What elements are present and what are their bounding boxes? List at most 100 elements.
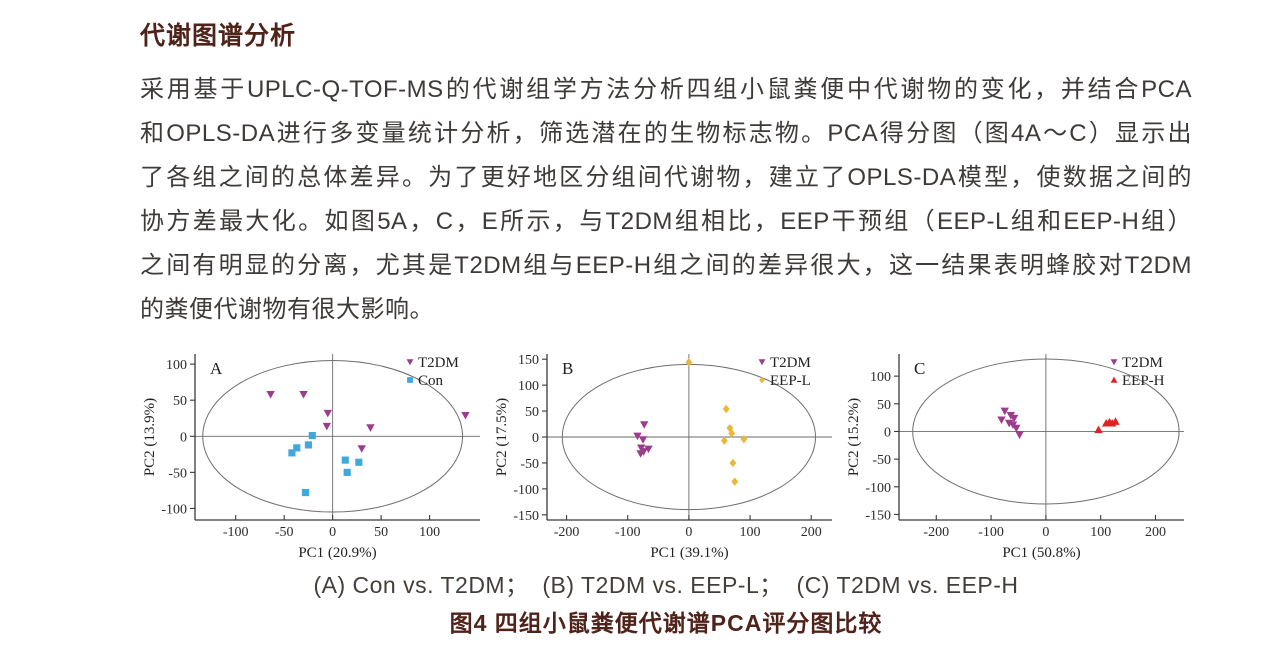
x-axis-label: PC1 (39.1%) xyxy=(650,545,728,561)
y-tick-label: 0 xyxy=(180,430,187,445)
data-point-t2dm xyxy=(636,450,645,458)
panel-letter: A xyxy=(210,359,223,378)
y-axis-label: PC2 (13.9%) xyxy=(142,398,158,476)
x-tick-label: 0 xyxy=(329,525,336,540)
y-tick-label: 100 xyxy=(518,379,539,394)
data-point-eep-l xyxy=(726,423,734,433)
legend-marker-t2dm xyxy=(1110,359,1118,366)
legend-marker-t2dm xyxy=(758,359,766,366)
legend-label: Con xyxy=(418,373,444,389)
y-tick-label: 100 xyxy=(166,358,187,373)
x-tick-label: 0 xyxy=(685,525,692,540)
data-point-t2dm xyxy=(640,421,649,429)
y-tick-label: -150 xyxy=(865,508,891,523)
legend-label: EEP-L xyxy=(770,373,811,389)
pca-scatter-plot-b: -200 -100 0 100 200 -150 -100 -50 0 50 100 150 PC1 (… xyxy=(494,353,832,561)
x-axis-label: PC1 (50.8%) xyxy=(1002,545,1080,561)
legend-marker-eep-h xyxy=(1110,376,1118,383)
x-tick-label: -100 xyxy=(978,525,1004,540)
data-point-t2dm xyxy=(1015,431,1024,439)
data-point-con xyxy=(341,456,349,464)
panel-letter: B xyxy=(562,359,573,378)
x-tick-label: -200 xyxy=(923,525,949,540)
data-point-t2dm xyxy=(322,422,332,431)
y-axis-label: PC2 (15.2%) xyxy=(846,398,862,476)
body-paragraph: 采用基于UPLC-Q-TOF-MS的代谢组学方法分析四组小鼠粪便中代谢物的变化，… xyxy=(140,68,1192,332)
data-point-eep-l xyxy=(740,434,748,444)
y-tick-label: 100 xyxy=(870,370,891,385)
hotelling-ellipse xyxy=(202,359,464,513)
article-content: 代谢图谱分析 采用基于UPLC-Q-TOF-MS的代谢组学方法分析四组小鼠粪便中… xyxy=(140,16,1192,638)
data-point-t2dm xyxy=(1000,407,1009,416)
legend-label: EEP-H xyxy=(1122,373,1165,389)
data-point-t2dm xyxy=(997,416,1006,425)
data-point-t2dm xyxy=(644,445,653,454)
data-point-eep-l xyxy=(728,429,736,438)
data-point-eep-l xyxy=(720,436,728,445)
y-tick-label: -150 xyxy=(513,509,539,524)
y-tick-label: 0 xyxy=(532,431,539,446)
pca-panel-b: -200 -100 0 100 200 -150 -100 -50 0 50 100 150 PC1 (… xyxy=(492,348,840,564)
legend-label: T2DM xyxy=(770,355,811,371)
data-point-eep-h xyxy=(1111,417,1120,425)
x-tick-label: 50 xyxy=(374,525,388,540)
y-tick-label: -50 xyxy=(168,466,187,481)
y-tick-label: -100 xyxy=(865,481,891,496)
x-tick-label: -200 xyxy=(554,525,580,540)
data-point-con xyxy=(308,431,316,440)
data-point-t2dm xyxy=(366,424,375,432)
pca-panel-a: -100 -50 0 50 100 -100 -50 0 50 100 PC1 (20.9%) PC2… xyxy=(140,348,488,564)
y-tick-label: 150 xyxy=(518,353,539,368)
panel-letter: C xyxy=(914,359,925,378)
paragraph-line: 了各组之间的总体差异。为了更好地区分组间代谢物，建立了OPLS-DA模型，使数据… xyxy=(140,164,1192,191)
legend-marker-eep-l xyxy=(759,376,765,384)
data-point-t2dm xyxy=(633,432,642,441)
x-tick-label: 200 xyxy=(1145,525,1166,540)
data-point-con xyxy=(288,449,296,457)
y-tick-label: -50 xyxy=(520,457,539,472)
x-tick-label: 200 xyxy=(801,525,822,540)
y-tick-label: 50 xyxy=(173,394,187,409)
data-point-eep-l xyxy=(731,477,739,486)
data-point-t2dm xyxy=(1009,414,1019,423)
legend-label: T2DM xyxy=(418,355,459,371)
paragraph-line: 采用基于UPLC-Q-TOF-MS的代谢组学方法分析四组小鼠粪便中代谢物的变化，… xyxy=(140,76,1192,103)
y-tick-label: 50 xyxy=(525,405,539,420)
data-point-eep-l xyxy=(685,358,693,367)
data-point-t2dm xyxy=(299,391,308,399)
x-tick-label: 0 xyxy=(1042,525,1049,540)
data-point-con xyxy=(343,468,351,476)
legend-marker-t2dm xyxy=(406,359,414,366)
pca-panel-c: -200 -100 0 100 200 -150 -100 -50 0 50 100 PC1 (50.… xyxy=(844,348,1192,564)
data-point-t2dm xyxy=(266,391,275,399)
data-point-t2dm xyxy=(638,436,648,444)
figure-caption: 图4 四组小鼠粪便代谢谱PCA评分图比较 xyxy=(449,610,883,636)
pca-scatter-plot-c: -200 -100 0 100 200 -150 -100 -50 0 50 100 PC1 (50.… xyxy=(846,354,1184,561)
x-tick-label: -50 xyxy=(275,525,294,540)
data-point-t2dm xyxy=(323,409,333,418)
paragraph-line: 的粪便代谢物有很大影响。 xyxy=(140,296,434,323)
data-point-eep-l xyxy=(729,458,737,468)
paragraph-line: 之间有明显的分离，尤其是T2DM组与EEP-H组之间的差异很大，这一结果表明蜂胶… xyxy=(140,252,1192,279)
data-point-t2dm xyxy=(357,445,366,453)
hotelling-ellipse xyxy=(912,358,1180,505)
y-tick-label: -100 xyxy=(513,483,539,498)
figure-subcaption: (A) Con vs. T2DM； (B) T2DM vs. EEP-L； (C… xyxy=(313,572,1019,598)
y-tick-label: -100 xyxy=(161,502,187,517)
y-tick-label: 50 xyxy=(877,398,891,413)
figure-panels: -100 -50 0 50 100 -100 -50 0 50 100 PC1 (20.9%) PC2… xyxy=(140,348,1192,564)
x-tick-label: -100 xyxy=(615,525,641,540)
data-point-con xyxy=(293,444,301,452)
x-tick-label: 100 xyxy=(419,525,440,540)
x-tick-label: -100 xyxy=(223,525,249,540)
legend-marker-con xyxy=(407,377,413,383)
x-axis-label: PC1 (20.9%) xyxy=(298,545,376,561)
section-heading: 代谢图谱分析 xyxy=(140,22,297,50)
data-point-t2dm xyxy=(1012,424,1021,433)
y-axis-label: PC2 (17.5%) xyxy=(494,398,510,476)
data-point-eep-h xyxy=(1094,425,1103,434)
y-tick-label: 0 xyxy=(884,425,891,440)
x-tick-label: 100 xyxy=(1090,525,1111,540)
pca-scatter-plot-a: -100 -50 0 50 100 -100 -50 0 50 100 PC1 (20.9%) PC2… xyxy=(142,354,480,561)
